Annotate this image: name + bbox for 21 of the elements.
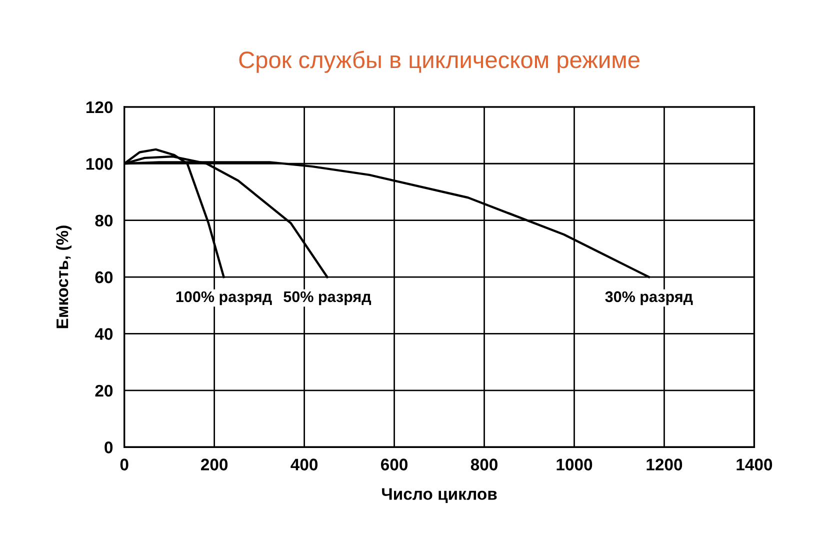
series-label: 30% разряд [605, 291, 693, 306]
y-tick-label: 120 [86, 101, 113, 114]
y-tick-label: 0 [104, 442, 113, 454]
x-tick-label: 600 [380, 458, 408, 470]
y-tick-label: 100 [86, 158, 113, 170]
x-axis-title: Число циклов [382, 488, 497, 504]
x-tick-label: 400 [290, 458, 318, 470]
y-axis-title: Емкость, (%) [56, 226, 72, 328]
y-tick-label: 20 [95, 384, 113, 397]
x-tick-label: 1000 [556, 458, 592, 470]
y-tick-label: 40 [94, 328, 113, 340]
x-tick-label: 1400 [736, 458, 772, 470]
series-label: 50% разряд [284, 291, 372, 306]
y-tick-label: 60 [95, 271, 113, 284]
chart-title: Срок службы в циклическом режиме [239, 50, 640, 73]
x-tick-label: 800 [470, 458, 498, 470]
x-tick-label: 1200 [646, 458, 682, 470]
y-tick-label: 80 [95, 214, 113, 227]
x-tick-label: 200 [200, 458, 228, 470]
x-tick-label: 0 [120, 458, 128, 470]
series-label: 100% разряд [176, 291, 272, 306]
